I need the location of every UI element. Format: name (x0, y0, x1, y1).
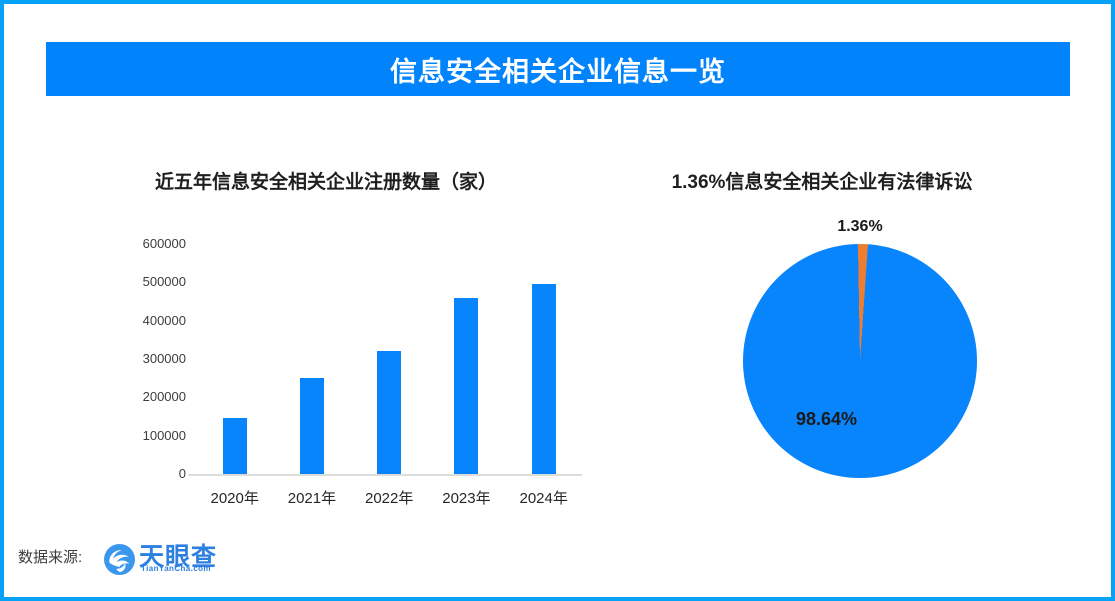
bar-2024年 (531, 284, 556, 474)
tianyancha-logo-icon (104, 544, 135, 575)
x-tick-2023年: 2023年 (442, 490, 491, 507)
brand-domain: TianYanCha.com (141, 564, 211, 573)
pie-slice-label-litigation: 1.36% (837, 218, 883, 235)
pie-chart (743, 244, 977, 478)
page-title: 信息安全相关企业信息一览 (390, 56, 726, 87)
bar-chart-y-axis: 0 100000 200000 300000 400000 500000 600000 (118, 0, 186, 601)
y-tick-100000: 100000 (142, 427, 186, 443)
y-tick-500000: 500000 (142, 274, 186, 290)
bar-2021年 (299, 378, 324, 474)
y-tick-0: 0 (178, 466, 186, 481)
bar-chart-title: 近五年信息安全相关企业注册数量（家） (154, 172, 497, 193)
bar-plot (188, 244, 582, 476)
y-tick-600000: 600000 (142, 236, 186, 251)
x-tick-2022年: 2022年 (365, 490, 414, 507)
y-tick-200000: 200000 (142, 389, 186, 405)
header-banner: 信息安全相关企业信息一览 (46, 42, 1070, 96)
bar-2020年 (222, 418, 247, 474)
x-axis-line (188, 474, 582, 476)
pie-slice-label-no-litigation: 98.64% (796, 409, 858, 429)
brand-name: 天眼查 (139, 543, 218, 571)
x-tick-2024年: 2024年 (519, 490, 568, 507)
x-tick-2021年: 2021年 (287, 490, 337, 507)
bar-2023年 (454, 297, 479, 474)
pie-chart-title: 1.36%信息安全相关企业有法律诉讼 (671, 172, 973, 193)
x-tick-2020年: 2020年 (210, 490, 259, 507)
data-source-label: 数据来源: (18, 549, 83, 566)
y-tick-400000: 400000 (142, 312, 186, 328)
y-tick-300000: 300000 (142, 351, 186, 366)
bar-2022年 (377, 351, 402, 474)
bar-chart-x-labels: 2020年 2021年 2022年 2023年 2024年 (188, 487, 582, 509)
